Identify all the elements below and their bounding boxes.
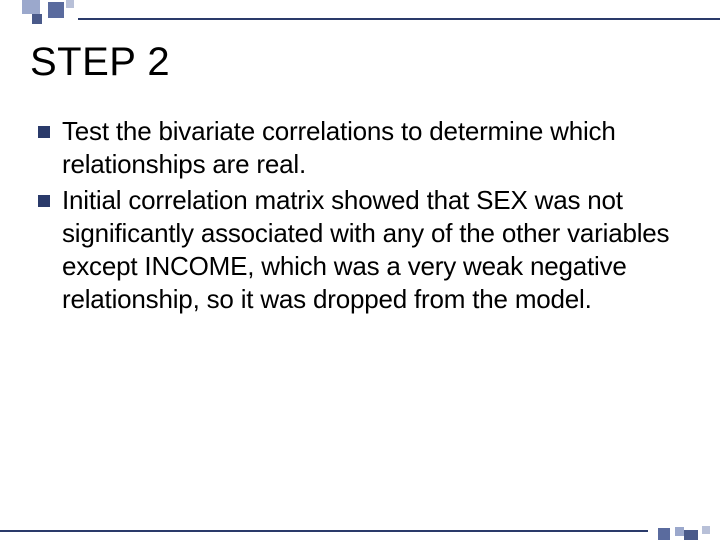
deco-square — [684, 530, 698, 540]
deco-square — [658, 528, 670, 540]
bullet-item: Initial correlation matrix showed that S… — [38, 184, 688, 317]
deco-square — [48, 2, 64, 18]
top-decoration — [0, 0, 720, 24]
slide-title: STEP 2 — [30, 40, 170, 85]
bullet-marker-icon — [38, 126, 50, 138]
bullet-text: Initial correlation matrix showed that S… — [62, 184, 688, 317]
bullet-marker-icon — [38, 195, 50, 207]
deco-square — [675, 527, 684, 536]
deco-square — [66, 0, 74, 8]
bullet-item: Test the bivariate correlations to deter… — [38, 115, 688, 182]
top-divider-line — [78, 18, 720, 20]
bottom-divider-line — [0, 530, 648, 532]
deco-square — [32, 14, 42, 24]
bottom-decoration — [0, 528, 720, 540]
bullet-text: Test the bivariate correlations to deter… — [62, 115, 688, 182]
deco-square — [22, 0, 40, 14]
slide-content: Test the bivariate correlations to deter… — [38, 115, 688, 319]
deco-square — [702, 526, 710, 534]
